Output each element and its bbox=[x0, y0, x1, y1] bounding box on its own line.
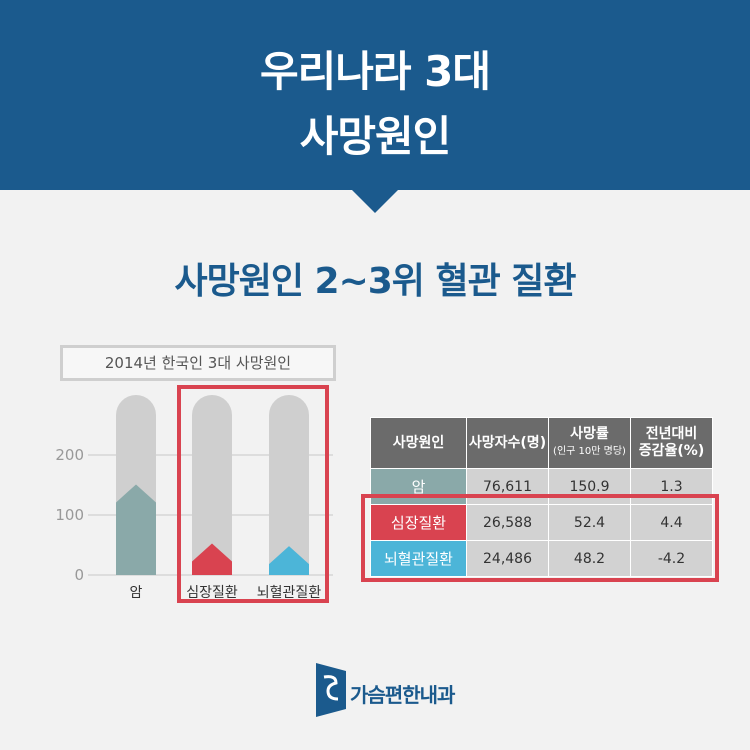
chart-caption: 2014년 한국인 3대 사망원인 bbox=[60, 345, 336, 381]
cell-deaths: 24,486 bbox=[466, 540, 549, 577]
cell-cause: 암 bbox=[370, 468, 467, 505]
header-deaths: 사망자수(명) bbox=[466, 417, 549, 469]
cell-deaths: 76,611 bbox=[466, 468, 549, 505]
bar-track bbox=[269, 395, 309, 575]
header-cause: 사망원인 bbox=[370, 417, 467, 469]
clinic-logo-text: 가슴편한내과 bbox=[350, 683, 455, 707]
bar-chart: 0 100 200 암 심장질환 뇌혈관질환 bbox=[55, 395, 333, 601]
y-tick-label: 0 bbox=[74, 566, 84, 584]
cell-rate: 52.4 bbox=[548, 504, 631, 541]
cell-cause: 심장질환 bbox=[370, 504, 467, 541]
banner-pointer bbox=[351, 189, 399, 213]
clinic-logo-mark bbox=[316, 663, 346, 717]
page-title-line1: 우리나라 3대 bbox=[259, 47, 491, 96]
stats-table: 사망원인 사망자수(명) 사망률 (인구 10만 명당) 전년대비 증감율(%) 암… bbox=[370, 417, 713, 577]
x-tick-label: 암 bbox=[130, 585, 143, 601]
table-row: 뇌혈관질환 24,486 48.2 -4.2 bbox=[370, 540, 713, 577]
y-tick-label: 200 bbox=[55, 446, 84, 464]
page-title-line2: 사망원인 bbox=[299, 112, 452, 161]
bar-1 bbox=[192, 543, 232, 575]
header-change: 전년대비 증감율(%) bbox=[630, 417, 713, 469]
table-header-row: 사망원인 사망자수(명) 사망률 (인구 10만 명당) 전년대비 증감율(%) bbox=[370, 417, 713, 469]
bar-2 bbox=[269, 546, 309, 575]
section-subtitle: 사망원인 2~3위 혈관 질환 bbox=[174, 261, 577, 302]
cell-cause: 뇌혈관질환 bbox=[370, 540, 467, 577]
header-banner: 우리나라 3대 사망원인 bbox=[0, 0, 750, 190]
bar-track bbox=[192, 395, 232, 575]
y-tick-label: 100 bbox=[55, 506, 84, 524]
table-row: 심장질환 26,588 52.4 4.4 bbox=[370, 504, 713, 541]
cell-rate: 48.2 bbox=[548, 540, 631, 577]
chart-highlight-box bbox=[177, 385, 329, 603]
bar-0 bbox=[116, 484, 156, 575]
clinic-logo: 가슴편한내과 bbox=[316, 663, 455, 717]
x-tick-label: 뇌혈관질환 bbox=[257, 585, 322, 601]
cell-rate: 150.9 bbox=[548, 468, 631, 505]
cell-change: 4.4 bbox=[630, 504, 713, 541]
table-highlight-box bbox=[361, 494, 719, 582]
stats-table-wrap: 사망원인 사망자수(명) 사망률 (인구 10만 명당) 전년대비 증감율(%) 암… bbox=[370, 417, 713, 577]
cell-change: -4.2 bbox=[630, 540, 713, 577]
cell-deaths: 26,588 bbox=[466, 504, 549, 541]
table-row: 암 76,611 150.9 1.3 bbox=[370, 468, 713, 505]
x-tick-label: 심장질환 bbox=[186, 585, 238, 601]
header-rate: 사망률 (인구 10만 명당) bbox=[548, 417, 631, 469]
cell-change: 1.3 bbox=[630, 468, 713, 505]
